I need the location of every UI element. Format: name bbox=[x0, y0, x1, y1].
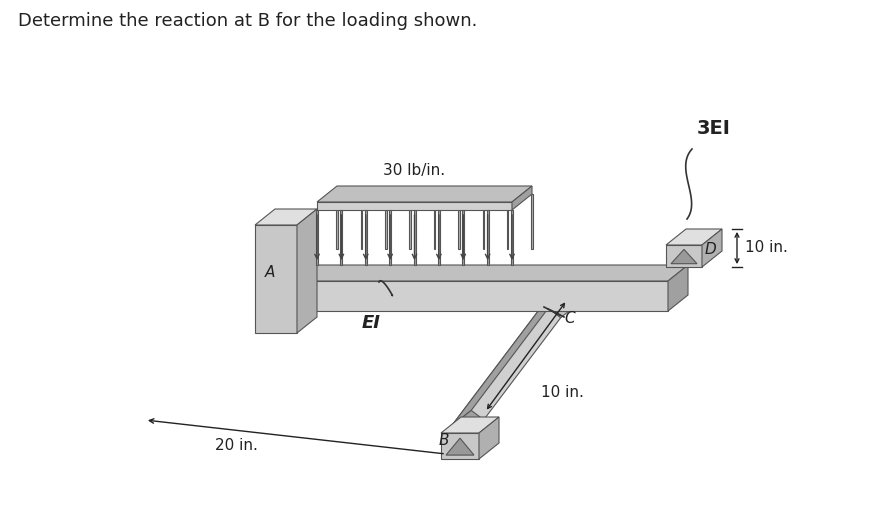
Polygon shape bbox=[531, 194, 533, 249]
Text: 10 in.: 10 in. bbox=[541, 385, 584, 400]
Polygon shape bbox=[543, 288, 581, 318]
Polygon shape bbox=[317, 186, 532, 202]
Polygon shape bbox=[413, 210, 415, 265]
Text: C: C bbox=[564, 311, 575, 326]
Text: A: A bbox=[265, 265, 275, 280]
Polygon shape bbox=[507, 194, 508, 249]
Text: 30 lb/in.: 30 lb/in. bbox=[384, 163, 446, 178]
Polygon shape bbox=[336, 194, 338, 249]
Polygon shape bbox=[441, 417, 499, 433]
Polygon shape bbox=[297, 265, 688, 281]
Polygon shape bbox=[317, 202, 512, 210]
Text: EI: EI bbox=[362, 314, 381, 332]
Polygon shape bbox=[364, 210, 367, 265]
Polygon shape bbox=[463, 210, 464, 265]
Polygon shape bbox=[361, 194, 362, 249]
Polygon shape bbox=[451, 304, 561, 440]
Polygon shape bbox=[666, 229, 722, 245]
Text: 3EI: 3EI bbox=[697, 119, 731, 138]
Polygon shape bbox=[297, 281, 668, 311]
Text: B: B bbox=[439, 433, 449, 448]
Polygon shape bbox=[385, 194, 386, 249]
Polygon shape bbox=[341, 210, 343, 265]
Polygon shape bbox=[441, 433, 479, 459]
Polygon shape bbox=[451, 410, 489, 440]
Polygon shape bbox=[512, 186, 532, 210]
Polygon shape bbox=[479, 417, 499, 459]
Polygon shape bbox=[446, 438, 474, 455]
Polygon shape bbox=[668, 265, 688, 311]
Polygon shape bbox=[255, 209, 317, 225]
Text: D: D bbox=[705, 242, 717, 257]
Text: Determine the reaction at B for the loading shown.: Determine the reaction at B for the load… bbox=[18, 12, 477, 30]
Polygon shape bbox=[316, 210, 318, 265]
Polygon shape bbox=[458, 194, 460, 249]
Polygon shape bbox=[671, 249, 697, 263]
Text: 20 in.: 20 in. bbox=[215, 438, 258, 453]
Text: 10 in.: 10 in. bbox=[745, 240, 788, 256]
Polygon shape bbox=[666, 245, 702, 267]
Polygon shape bbox=[702, 229, 722, 267]
Polygon shape bbox=[483, 194, 484, 249]
Polygon shape bbox=[434, 194, 435, 249]
Polygon shape bbox=[409, 194, 411, 249]
Polygon shape bbox=[451, 288, 563, 427]
Polygon shape bbox=[389, 210, 391, 265]
Polygon shape bbox=[438, 210, 440, 265]
Polygon shape bbox=[487, 210, 489, 265]
Polygon shape bbox=[511, 210, 513, 265]
Polygon shape bbox=[255, 225, 297, 333]
Polygon shape bbox=[297, 209, 317, 333]
